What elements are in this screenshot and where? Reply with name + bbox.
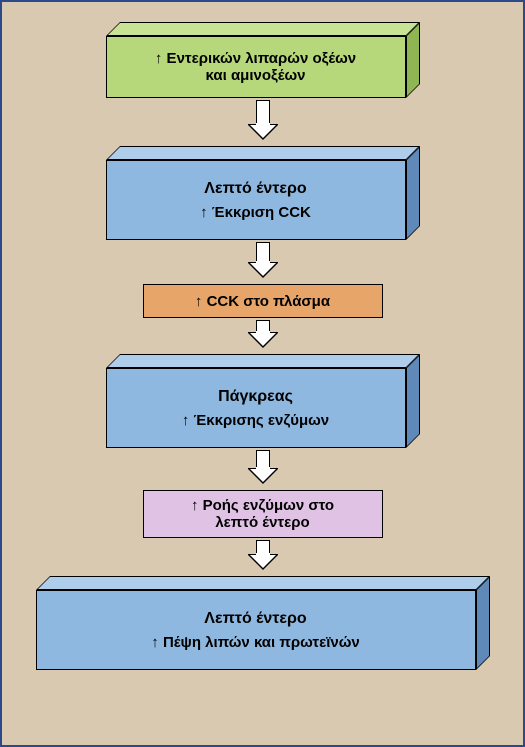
box1: ↑ Εντερικών λιπαρών οξέωνκαι αμινοξέων <box>106 36 406 98</box>
box2-top-face <box>106 146 420 160</box>
diagram-frame: ↑ Εντερικών λιπαρών οξέωνκαι αμινοξέων Λε… <box>0 0 525 747</box>
arrow-shaft <box>256 540 270 554</box>
arrow-head <box>248 555 278 570</box>
down-arrow <box>248 100 278 140</box>
box3-line-0: ↑ CCK στο πλάσμα <box>195 293 330 310</box>
box6-side-face <box>476 576 490 670</box>
box5-line-0: ↑ Ροής ενζύμων στο <box>191 497 334 514</box>
box1-line-0: ↑ Εντερικών λιπαρών οξέων <box>155 50 356 67</box>
box6-top-face <box>36 576 490 590</box>
box2-side-face <box>406 146 420 240</box>
box4-title: Πάγκρεας <box>218 388 293 406</box>
box5: ↑ Ροής ενζύμων στολεπτό έντερο <box>143 490 383 538</box>
box6-front-face: Λεπτό έντερο ↑ Πέψη λιπών και πρωτεϊνών <box>36 590 476 670</box>
box4-side-face <box>406 354 420 448</box>
down-arrow <box>248 242 278 278</box>
down-arrow <box>248 320 278 348</box>
box4-front-face: Πάγκρεας ↑ Έκκρισης ενζύμων <box>106 368 406 448</box>
down-arrow <box>248 450 278 484</box>
box4-line-0: ↑ Έκκρισης ενζύμων <box>182 412 329 429</box>
box6: Λεπτό έντερο ↑ Πέψη λιπών και πρωτεϊνών <box>36 590 476 670</box>
box4-top-face <box>106 354 420 368</box>
box6-line-0: ↑ Πέψη λιπών και πρωτεϊνών <box>151 634 359 651</box>
down-arrow <box>248 540 278 570</box>
box1-top-face <box>106 22 420 36</box>
arrow-shaft <box>256 450 270 468</box>
box4: Πάγκρεας ↑ Έκκρισης ενζύμων <box>106 368 406 448</box>
box1-front-face: ↑ Εντερικών λιπαρών οξέωνκαι αμινοξέων <box>106 36 406 98</box>
box2-line-0: ↑ Έκκριση CCK <box>200 204 311 221</box>
box6-title: Λεπτό έντερο <box>204 610 306 628</box>
box3: ↑ CCK στο πλάσμα <box>143 284 383 318</box>
box5-line-1: λεπτό έντερο <box>215 514 309 531</box>
box2-title: Λεπτό έντερο <box>204 180 306 198</box>
arrow-shaft <box>256 100 270 124</box>
box1-line-1: και αμινοξέων <box>206 67 306 84</box>
arrow-head <box>248 263 278 278</box>
arrow-head <box>248 125 278 140</box>
arrow-shaft <box>256 242 270 262</box>
box1-side-face <box>406 22 420 98</box>
box2: Λεπτό έντερο ↑ Έκκριση CCK <box>106 160 406 240</box>
arrow-head <box>248 469 278 484</box>
flow-container: ↑ Εντερικών λιπαρών οξέωνκαι αμινοξέων Λε… <box>22 22 503 725</box>
arrow-head <box>248 333 278 348</box>
box2-front-face: Λεπτό έντερο ↑ Έκκριση CCK <box>106 160 406 240</box>
